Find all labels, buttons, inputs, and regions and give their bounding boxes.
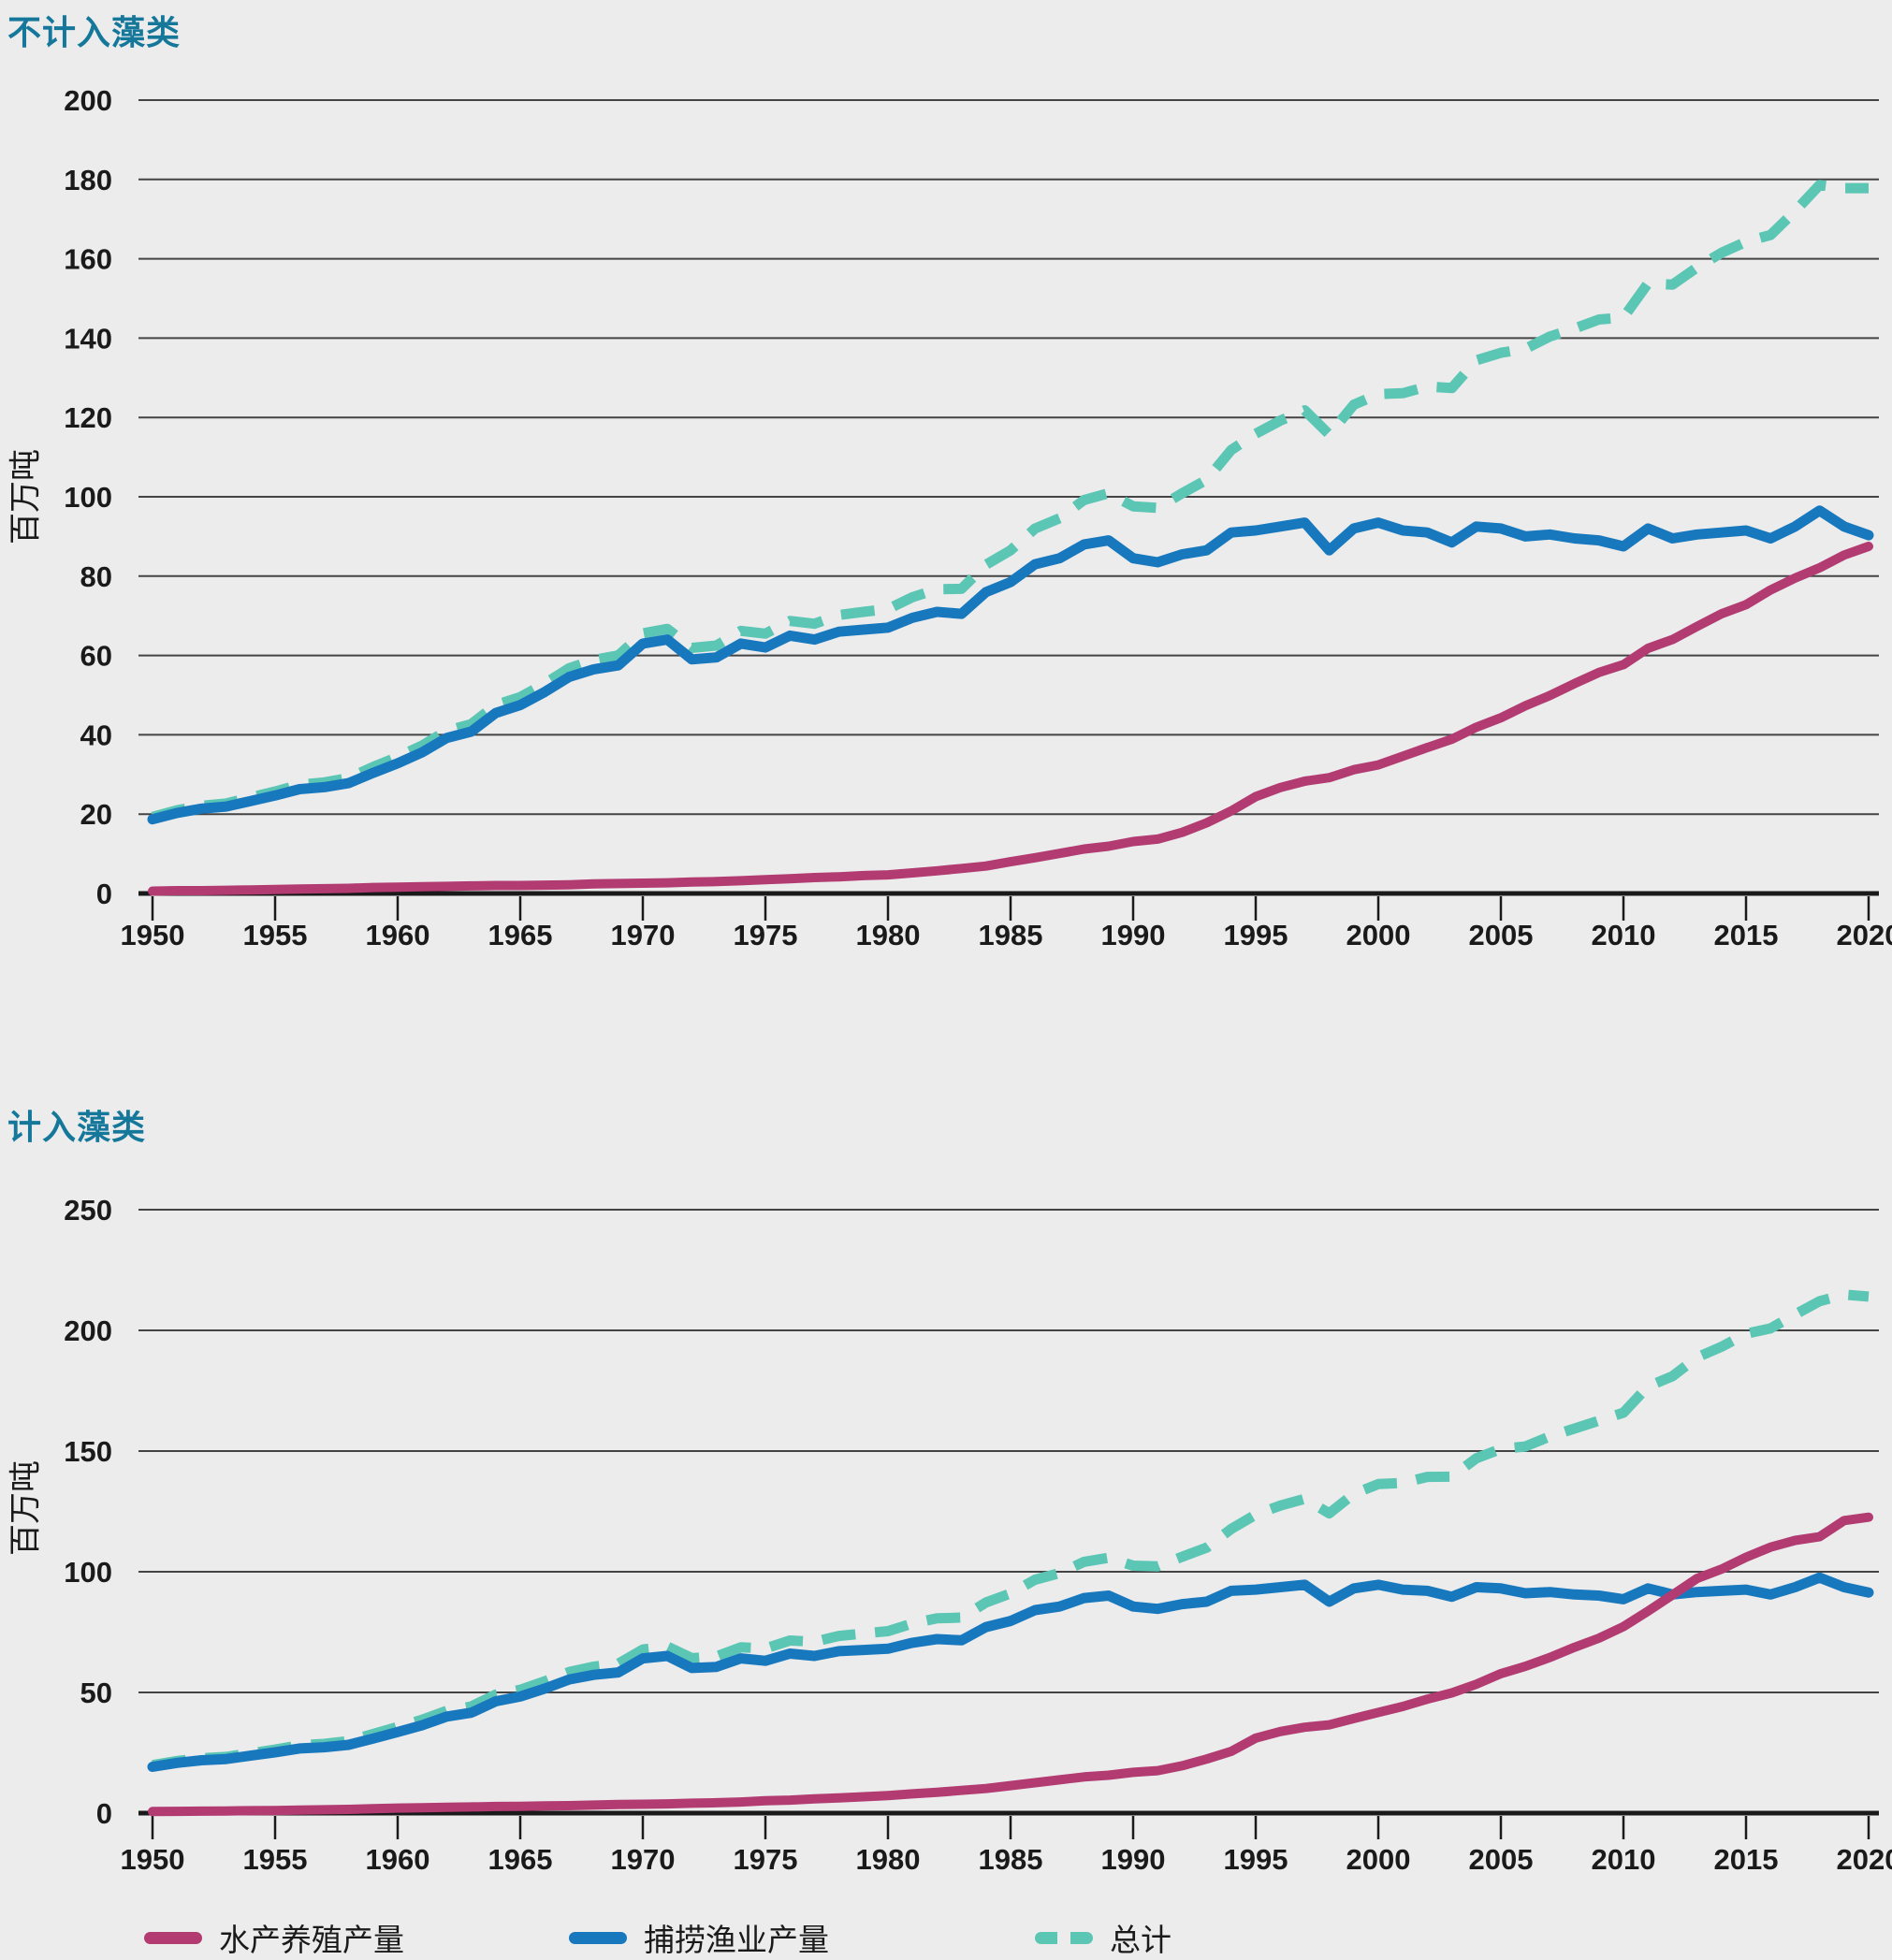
legend-item-capture: 捕捞渔业产量: [569, 1916, 829, 1959]
x-tick-label: 1965: [488, 919, 553, 951]
y-tick-label: 20: [80, 798, 112, 831]
series-line-aquaculture-excluding-algae: [148, 542, 1873, 896]
aquaculture-line-marker: [144, 1931, 202, 1944]
x-tick-label: 1995: [1224, 1843, 1288, 1876]
y-axis-label-text: 百万吨: [7, 449, 44, 544]
y-tick-label: 140: [64, 322, 112, 355]
y-tick-label: 0: [96, 878, 112, 910]
x-tick-label: 2000: [1346, 919, 1411, 951]
y-tick-label: 50: [80, 1677, 112, 1709]
y-axis-label-text: 百万吨: [7, 1460, 44, 1556]
y-tick-label: 250: [64, 1194, 112, 1227]
series-line-capture-including-algae: [147, 1572, 1874, 1772]
y-tick-label: 120: [64, 401, 112, 434]
chart-title-excluding-algae: 不计入藻类: [7, 13, 182, 51]
y-tick-label: 180: [64, 164, 112, 196]
x-tick-label: 1970: [611, 919, 676, 951]
y-tick-label: 200: [64, 84, 112, 117]
x-tick-label: 1975: [734, 1843, 798, 1876]
legend-label-capture: 捕捞渔业产量: [644, 1923, 829, 1957]
x-tick-label: 2000: [1346, 1843, 1411, 1876]
y-tick-label: 60: [80, 640, 112, 673]
total-line-marker: [1035, 1931, 1093, 1944]
x-tick-label: 1955: [243, 1843, 308, 1876]
y-tick-label: 40: [80, 719, 112, 751]
y-tick-label: 150: [64, 1435, 112, 1468]
series-line-capture-excluding-algae: [147, 505, 1874, 825]
x-tick-label: 1950: [121, 919, 185, 951]
x-tick-label: 1990: [1101, 919, 1166, 951]
legend-item-total: 总计: [1035, 1916, 1172, 1959]
legend: 水产养殖产量 捕捞渔业产量 总计: [0, 1916, 1892, 1959]
x-tick-label: 1985: [979, 1843, 1043, 1876]
x-tick-label: 1985: [979, 919, 1043, 951]
x-tick-label: 1955: [243, 919, 308, 951]
x-tick-label: 1995: [1224, 919, 1288, 951]
series-line-total-including-algae: [152, 1289, 1870, 1771]
chart-title-including-algae: 计入藻类: [7, 1108, 147, 1146]
y-tick-label: 80: [80, 560, 112, 593]
legend-label-aquaculture: 水产养殖产量: [219, 1923, 404, 1957]
y-tick-label: 160: [64, 243, 112, 276]
legend-item-aquaculture: 水产养殖产量: [144, 1916, 404, 1959]
x-tick-label: 1980: [856, 1843, 921, 1876]
x-tick-label: 1980: [856, 919, 921, 951]
x-tick-label: 2005: [1469, 919, 1534, 951]
legend-label-total: 总计: [1110, 1923, 1172, 1957]
x-tick-label: 2010: [1592, 1843, 1656, 1876]
series-line-total-excluding-algae: [151, 180, 1869, 822]
y-tick-label: 0: [96, 1797, 112, 1830]
x-tick-label: 2010: [1592, 919, 1656, 951]
x-tick-label: 2005: [1469, 1843, 1534, 1876]
y-tick-label: 200: [64, 1314, 112, 1347]
y-tick-label: 100: [64, 481, 112, 514]
x-tick-label: 1960: [366, 1843, 430, 1876]
x-tick-label: 1975: [734, 919, 798, 951]
x-tick-label: 2015: [1714, 919, 1779, 951]
x-tick-label: 1960: [366, 919, 430, 951]
x-tick-label: 1990: [1101, 1843, 1166, 1876]
capture-line-marker: [569, 1931, 627, 1944]
series-line-aquaculture-including-algae: [148, 1512, 1873, 1817]
x-tick-label: 2015: [1714, 1843, 1779, 1876]
y-tick-label: 100: [64, 1556, 112, 1589]
x-tick-label: 1965: [488, 1843, 553, 1876]
x-tick-label: 1950: [121, 1843, 185, 1876]
x-tick-label: 1970: [611, 1843, 676, 1876]
